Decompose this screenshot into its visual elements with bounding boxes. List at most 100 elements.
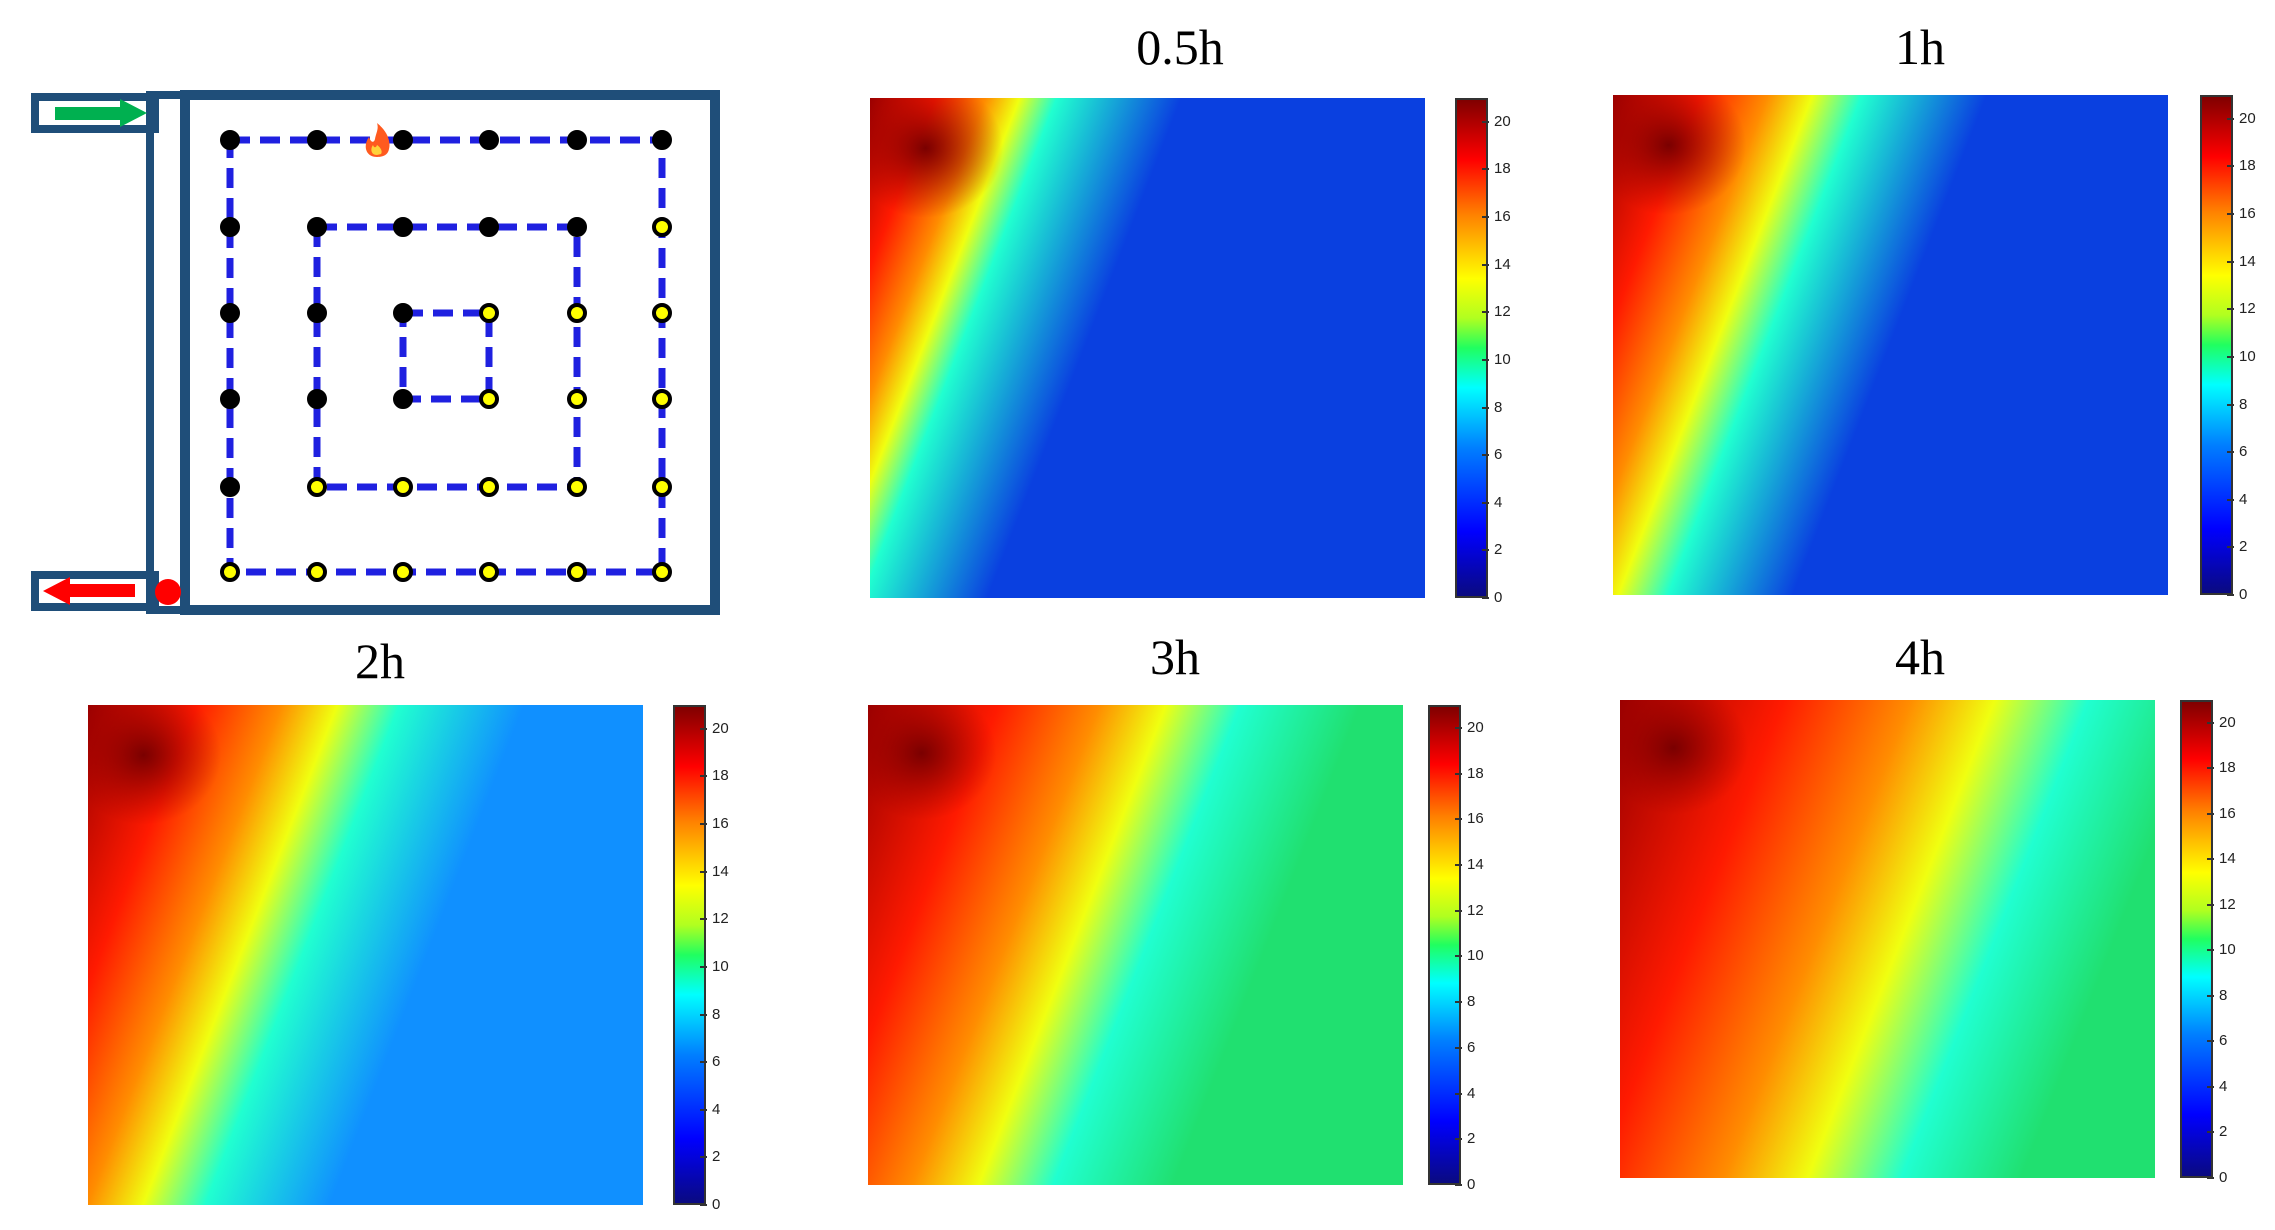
colorbar-tick xyxy=(1455,864,1462,866)
colorbar-tick-label: 0 xyxy=(1467,1176,1476,1193)
sensor-point xyxy=(652,562,672,582)
colorbar-tick-label: 18 xyxy=(1467,764,1484,782)
colorbar-tick xyxy=(2207,812,2214,815)
colorbar-tick xyxy=(700,727,707,730)
colorbar-tick xyxy=(700,965,707,968)
colorbar-tick-label: 12 xyxy=(1494,303,1511,321)
colorbar-tick-label: 6 xyxy=(1467,1038,1476,1056)
colorbar-tick-label: 0 xyxy=(2219,1169,2228,1186)
sensor-point xyxy=(567,477,587,497)
colorbar-tick xyxy=(700,775,707,778)
inlet-arrow-icon xyxy=(55,99,147,127)
colorbar-tick xyxy=(700,1156,707,1159)
colorbar-tick xyxy=(2207,858,2214,861)
colorbar-tick xyxy=(2207,1177,2214,1179)
sensor-point xyxy=(479,130,499,150)
sensor-point xyxy=(220,217,240,237)
sensor-point xyxy=(393,217,413,237)
sensor-point xyxy=(393,130,413,150)
colorbar-4h xyxy=(2180,700,2213,1178)
colorbar-tick-label: 2 xyxy=(1467,1130,1476,1148)
colorbar-tick-label: 8 xyxy=(2219,986,2228,1004)
outlet-box xyxy=(31,571,159,611)
heatmap-1h-field xyxy=(1613,95,2168,595)
colorbar-tick-label: 8 xyxy=(2239,395,2248,413)
colorbar-tick-label: 10 xyxy=(2219,941,2236,959)
heatmap-3h-field xyxy=(868,705,1403,1185)
colorbar-tick xyxy=(1455,818,1462,821)
title-0-5h: 0.5h xyxy=(1136,19,1224,75)
colorbar-tick xyxy=(700,823,707,826)
colorbar-tick-label: 6 xyxy=(2219,1032,2228,1050)
heatmap-0-5h xyxy=(870,98,1425,598)
title-3h: 3h xyxy=(1150,629,1200,685)
colorbar-tick xyxy=(2207,903,2214,906)
colorbar-tick-label: 0 xyxy=(1494,589,1503,606)
sensor-point xyxy=(479,477,499,497)
fire-icon xyxy=(365,123,390,157)
sensor-point xyxy=(652,303,672,323)
sensor-point xyxy=(567,217,587,237)
colorbar-tick-label: 10 xyxy=(1467,947,1484,965)
hotspot xyxy=(868,705,997,821)
colorbar-tick xyxy=(700,870,707,873)
sensor-point xyxy=(567,562,587,582)
colorbar-tick xyxy=(700,1108,707,1111)
colorbar-3h xyxy=(1428,705,1461,1185)
colorbar-tick xyxy=(2207,1040,2214,1043)
sensor-point xyxy=(393,303,413,323)
colorbar-tick xyxy=(1482,597,1489,599)
sensor-grid xyxy=(220,130,672,582)
colorbar-tick-label: 4 xyxy=(2239,490,2248,508)
sensor-point xyxy=(307,303,327,323)
heatmap-2h-field xyxy=(88,705,643,1205)
outlet-marker-icon xyxy=(155,579,181,605)
colorbar-tick-label: 14 xyxy=(712,862,729,880)
sensor-point xyxy=(220,389,240,409)
sensor-point xyxy=(393,389,413,409)
sensor-point xyxy=(479,562,499,582)
colorbar-tick xyxy=(1482,406,1489,409)
sensor-point xyxy=(393,562,413,582)
colorbar-tick-label: 10 xyxy=(2239,347,2256,365)
sensor-point xyxy=(567,389,587,409)
sensor-point xyxy=(220,303,240,323)
sensor-point xyxy=(652,389,672,409)
colorbar-tick-label: 14 xyxy=(1467,856,1484,873)
colorbar-tick xyxy=(2207,949,2214,952)
colorbar-tick-label: 16 xyxy=(2219,804,2236,822)
sensor-point xyxy=(567,303,587,323)
colorbar-tick xyxy=(1455,726,1462,729)
colorbar-tick-label: 10 xyxy=(1494,350,1511,368)
colorbar-tick-label: 18 xyxy=(1494,160,1511,178)
colorbar-tick-label: 20 xyxy=(712,719,729,737)
title-2h: 2h xyxy=(355,633,405,689)
colorbar-tick xyxy=(1482,168,1489,171)
sensor-point xyxy=(652,217,672,237)
colorbar-2h xyxy=(673,705,706,1205)
sensor-point xyxy=(220,130,240,150)
outlet-arrow-icon xyxy=(43,577,135,605)
sensor-point xyxy=(220,562,240,582)
colorbar-tick-label: 14 xyxy=(2239,252,2256,270)
inner-sensor-loop xyxy=(399,309,493,403)
colorbar-tick-label: 20 xyxy=(1494,112,1511,130)
colorbar-tick-label: 14 xyxy=(1494,255,1511,273)
colorbar-tick-label: 20 xyxy=(2239,109,2256,127)
outer-sensor-loop xyxy=(226,136,666,576)
colorbar-tick xyxy=(2227,355,2234,358)
colorbar-tick xyxy=(1482,501,1489,504)
sensor-point xyxy=(220,477,240,497)
colorbar-tick xyxy=(1455,772,1462,775)
colorbar-tick-label: 8 xyxy=(1467,993,1476,1011)
inlet-box xyxy=(31,93,159,133)
sensor-point xyxy=(307,217,327,237)
sensor-point xyxy=(307,562,327,582)
colorbar-tick xyxy=(1455,1138,1462,1141)
colorbar-tick xyxy=(2207,767,2214,770)
colorbar-tick-label: 18 xyxy=(712,767,729,785)
colorbar-tick xyxy=(2227,403,2234,406)
colorbar-tick-label: 16 xyxy=(1494,208,1511,226)
colorbar-tick-label: 2 xyxy=(1494,541,1503,559)
colorbar-tick xyxy=(1482,216,1489,219)
